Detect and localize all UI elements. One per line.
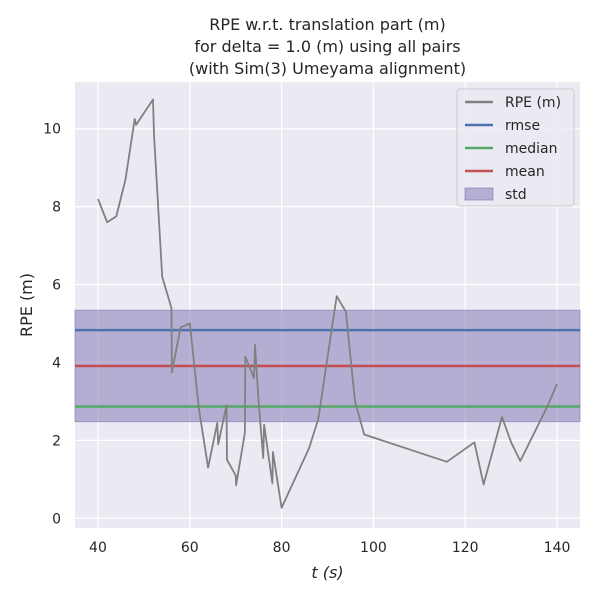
- legend: RPE (m) rmse median mean std: [456, 88, 575, 207]
- y-tick-label: 4: [52, 355, 61, 371]
- y-tick-label: 0: [52, 511, 61, 527]
- title-line-3: (with Sim(3) Umeyama alignment): [189, 59, 466, 78]
- title-line-2: for delta = 1.0 (m) using all pairs: [194, 37, 460, 56]
- x-tick-label: 140: [544, 540, 571, 556]
- x-tick-labels: 40 60 80 100 120 140: [89, 540, 570, 556]
- title-line-1: RPE w.r.t. translation part (m): [209, 15, 445, 34]
- legend-label: mean: [505, 164, 545, 180]
- x-axis-label: t (s): [311, 563, 343, 582]
- x-tick-label: 80: [273, 540, 291, 556]
- y-axis-label: RPE (m): [17, 273, 36, 337]
- legend-box: [456, 88, 575, 207]
- y-tick-label: 8: [52, 200, 61, 216]
- legend-label: RPE (m): [505, 95, 561, 111]
- series-layer: [97, 98, 558, 509]
- chart-title: RPE w.r.t. translation part (m) for delt…: [189, 15, 466, 78]
- stat-lines-layer: [75, 328, 580, 408]
- x-tick-label: 60: [181, 540, 199, 556]
- y-tick-label: 6: [52, 278, 61, 294]
- legend-swatch: [464, 187, 494, 201]
- y-tick-label: 10: [43, 122, 61, 138]
- x-tick-label: 100: [360, 540, 387, 556]
- y-tick-label: 2: [52, 433, 61, 449]
- legend-label: std: [505, 187, 527, 203]
- legend-label: rmse: [505, 118, 540, 134]
- y-tick-labels: 0 2 4 6 8 10: [43, 122, 61, 528]
- x-tick-label: 120: [452, 540, 479, 556]
- x-tick-label: 40: [89, 540, 107, 556]
- rpe-series-line: [97, 98, 558, 509]
- legend-label: median: [505, 141, 557, 157]
